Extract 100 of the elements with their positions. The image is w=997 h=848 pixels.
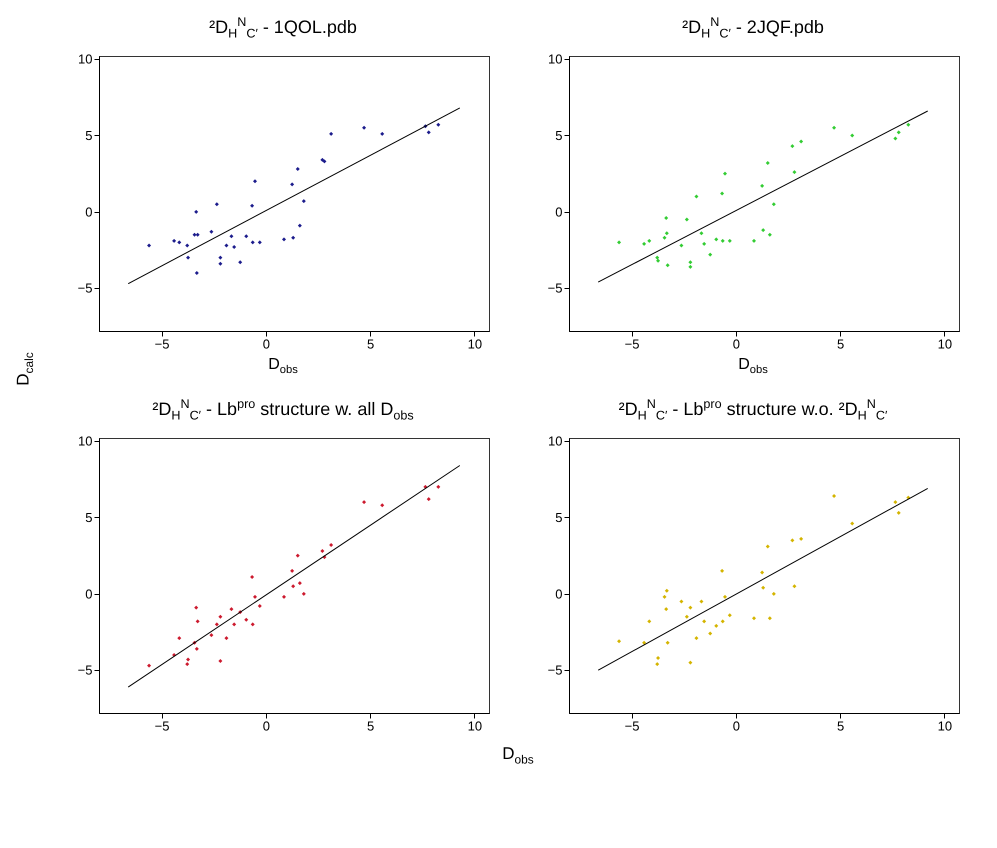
point [250,622,255,626]
point [209,633,214,638]
point [684,614,689,619]
x-tick-label: 5 [367,336,374,352]
point [244,234,248,238]
point [768,616,772,620]
point [720,568,724,573]
point [250,240,255,244]
point [194,646,199,651]
y-tick-label: −5 [78,280,92,296]
point [906,122,910,127]
point [224,636,228,640]
point [250,575,254,580]
point [664,607,668,612]
x-tick-label: 0 [262,718,270,734]
point [752,616,756,620]
point [250,204,254,208]
point [708,252,712,257]
point [436,484,440,489]
point [699,599,704,604]
point [194,210,198,214]
point [196,619,200,624]
point [832,126,836,130]
point [688,660,692,665]
x-tick-label: −5 [624,336,640,352]
point [832,494,836,498]
point [666,263,670,268]
y-tick-label: 5 [555,128,562,143]
y-tick-label: 10 [548,52,562,67]
point [790,538,794,542]
point [380,132,384,136]
point [684,217,689,222]
point [320,158,324,162]
point [253,179,257,184]
x-tick-label: 0 [732,336,740,352]
x-tick-label: 0 [262,336,270,352]
point [702,619,706,624]
point [688,606,692,610]
point [617,639,622,644]
y-tick-label: −5 [548,662,562,678]
point [655,662,660,666]
point [426,130,431,134]
point [186,658,190,662]
point [177,240,182,244]
point [290,568,294,573]
point [282,237,286,242]
point [799,140,804,144]
point [185,662,190,666]
point [362,126,366,130]
point [760,184,764,188]
point [790,144,794,148]
point [177,636,182,640]
point [147,664,152,668]
x-tick-label: 10 [938,336,952,352]
y-tick-label: 5 [85,510,92,525]
point [772,592,776,596]
point [714,237,718,242]
point [436,122,440,127]
point [708,632,712,636]
point [768,232,772,237]
point [714,624,718,628]
point [617,240,622,244]
point [752,238,756,243]
point [258,604,262,608]
point [320,549,324,554]
point [380,503,384,508]
point [647,619,652,624]
point [850,522,854,526]
point [194,606,198,610]
point [218,256,222,260]
point [147,243,152,248]
point [720,192,724,196]
point [662,594,667,599]
point [893,500,898,504]
point [302,199,306,204]
point [302,592,306,596]
point [766,544,770,548]
point [214,202,219,206]
x-tick-label: 5 [837,336,844,352]
point [214,622,219,626]
point [253,594,257,599]
x-tick-label: 10 [468,336,482,352]
point [209,230,214,234]
point [426,497,431,502]
y-tick-label: −5 [78,662,92,678]
x-axis-title: D$_{obs}$ [268,356,298,378]
point [662,236,667,240]
y-tick-label: 5 [555,510,562,525]
point [282,594,286,599]
point [760,570,764,574]
point [720,619,725,624]
point [647,238,652,243]
point [666,640,670,645]
point [664,588,669,593]
point [322,159,326,164]
point [192,232,197,237]
x-tick-label: 10 [468,718,482,734]
point [893,136,898,140]
point [656,656,660,660]
point [723,172,727,176]
